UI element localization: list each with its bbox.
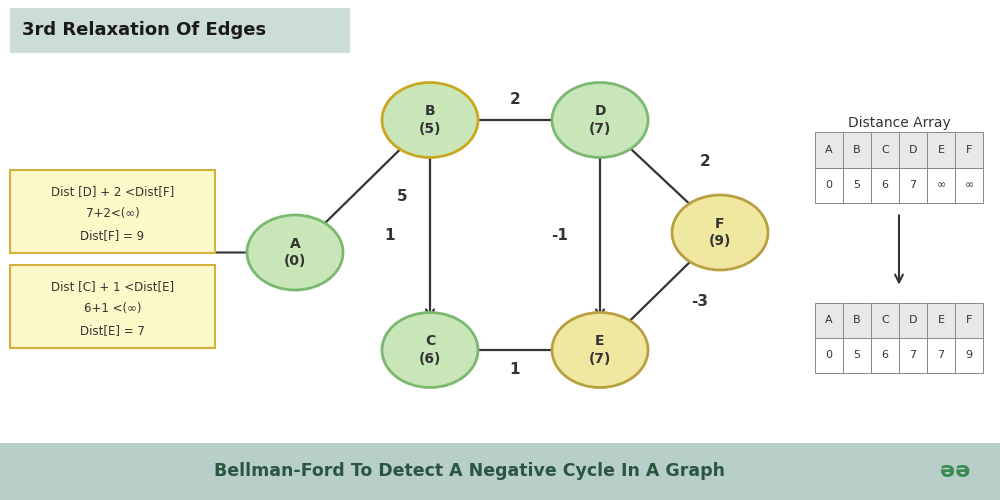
FancyBboxPatch shape (955, 302, 983, 338)
Text: E: E (938, 145, 944, 155)
Text: E
(7): E (7) (589, 334, 611, 366)
Text: B: B (853, 145, 861, 155)
Text: C: C (881, 315, 889, 325)
Text: ∞: ∞ (936, 180, 946, 190)
Text: Distance Array: Distance Array (848, 116, 950, 130)
FancyBboxPatch shape (0, 442, 1000, 500)
Text: 6: 6 (882, 350, 889, 360)
Text: 5: 5 (854, 180, 860, 190)
Text: 2: 2 (700, 154, 710, 169)
Text: B: B (853, 315, 861, 325)
Text: C
(6): C (6) (419, 334, 441, 366)
FancyBboxPatch shape (899, 168, 927, 202)
FancyBboxPatch shape (955, 168, 983, 202)
FancyBboxPatch shape (899, 132, 927, 168)
Text: 9: 9 (965, 350, 973, 360)
FancyBboxPatch shape (871, 132, 899, 168)
Text: 2: 2 (510, 92, 520, 108)
Text: -3: -3 (692, 294, 708, 309)
Text: E: E (938, 315, 944, 325)
Text: Dist[E] = 7: Dist[E] = 7 (80, 324, 145, 337)
FancyBboxPatch shape (955, 338, 983, 372)
Text: 1: 1 (385, 228, 395, 242)
Text: 5: 5 (397, 189, 408, 204)
FancyBboxPatch shape (843, 338, 871, 372)
Text: 0: 0 (826, 350, 832, 360)
Text: Dist [D] + 2 <Dist[F]: Dist [D] + 2 <Dist[F] (51, 185, 174, 198)
Text: -1: -1 (552, 228, 568, 242)
Ellipse shape (672, 195, 768, 270)
Text: A: A (825, 145, 833, 155)
Text: F: F (966, 315, 972, 325)
Text: A: A (825, 315, 833, 325)
FancyBboxPatch shape (815, 302, 843, 338)
FancyBboxPatch shape (815, 132, 843, 168)
Text: 6: 6 (882, 180, 889, 190)
Text: 5: 5 (854, 350, 860, 360)
Text: B
(5): B (5) (419, 104, 441, 136)
Ellipse shape (247, 215, 343, 290)
FancyBboxPatch shape (10, 8, 350, 52)
Text: D: D (909, 145, 917, 155)
Text: C: C (881, 145, 889, 155)
Text: 7+2<(∞): 7+2<(∞) (86, 207, 139, 220)
FancyBboxPatch shape (815, 338, 843, 372)
Text: Dist [C] + 1 <Dist[E]: Dist [C] + 1 <Dist[E] (51, 280, 174, 293)
Text: F: F (966, 145, 972, 155)
FancyBboxPatch shape (927, 338, 955, 372)
Text: 7: 7 (909, 350, 917, 360)
Text: 0: 0 (826, 180, 832, 190)
Ellipse shape (552, 82, 648, 158)
Text: 6+1 <(∞): 6+1 <(∞) (84, 302, 141, 315)
Text: Source: Source (163, 224, 207, 236)
FancyBboxPatch shape (927, 132, 955, 168)
Ellipse shape (552, 312, 648, 388)
FancyBboxPatch shape (899, 338, 927, 372)
FancyBboxPatch shape (871, 168, 899, 202)
Text: 1: 1 (510, 362, 520, 378)
Text: ∞: ∞ (964, 180, 974, 190)
Text: Bellman-Ford To Detect A Negative Cycle In A Graph: Bellman-Ford To Detect A Negative Cycle … (214, 462, 726, 480)
FancyBboxPatch shape (10, 265, 215, 347)
FancyBboxPatch shape (815, 168, 843, 202)
FancyBboxPatch shape (927, 168, 955, 202)
Text: Dist[F] = 9: Dist[F] = 9 (80, 229, 145, 242)
FancyBboxPatch shape (10, 170, 215, 252)
FancyBboxPatch shape (927, 302, 955, 338)
FancyBboxPatch shape (843, 132, 871, 168)
Text: 7: 7 (937, 350, 945, 360)
Text: 3rd Relaxation Of Edges: 3rd Relaxation Of Edges (22, 21, 266, 39)
Ellipse shape (382, 312, 478, 388)
Text: 7: 7 (909, 180, 917, 190)
FancyBboxPatch shape (843, 168, 871, 202)
Ellipse shape (382, 82, 478, 158)
Text: D: D (909, 315, 917, 325)
FancyBboxPatch shape (843, 302, 871, 338)
Text: A
(0): A (0) (284, 237, 306, 268)
FancyBboxPatch shape (871, 302, 899, 338)
FancyBboxPatch shape (899, 302, 927, 338)
FancyBboxPatch shape (955, 132, 983, 168)
Text: F
(9): F (9) (709, 217, 731, 248)
FancyBboxPatch shape (871, 338, 899, 372)
Text: ǝǝ: ǝǝ (940, 461, 970, 481)
Text: D
(7): D (7) (589, 104, 611, 136)
